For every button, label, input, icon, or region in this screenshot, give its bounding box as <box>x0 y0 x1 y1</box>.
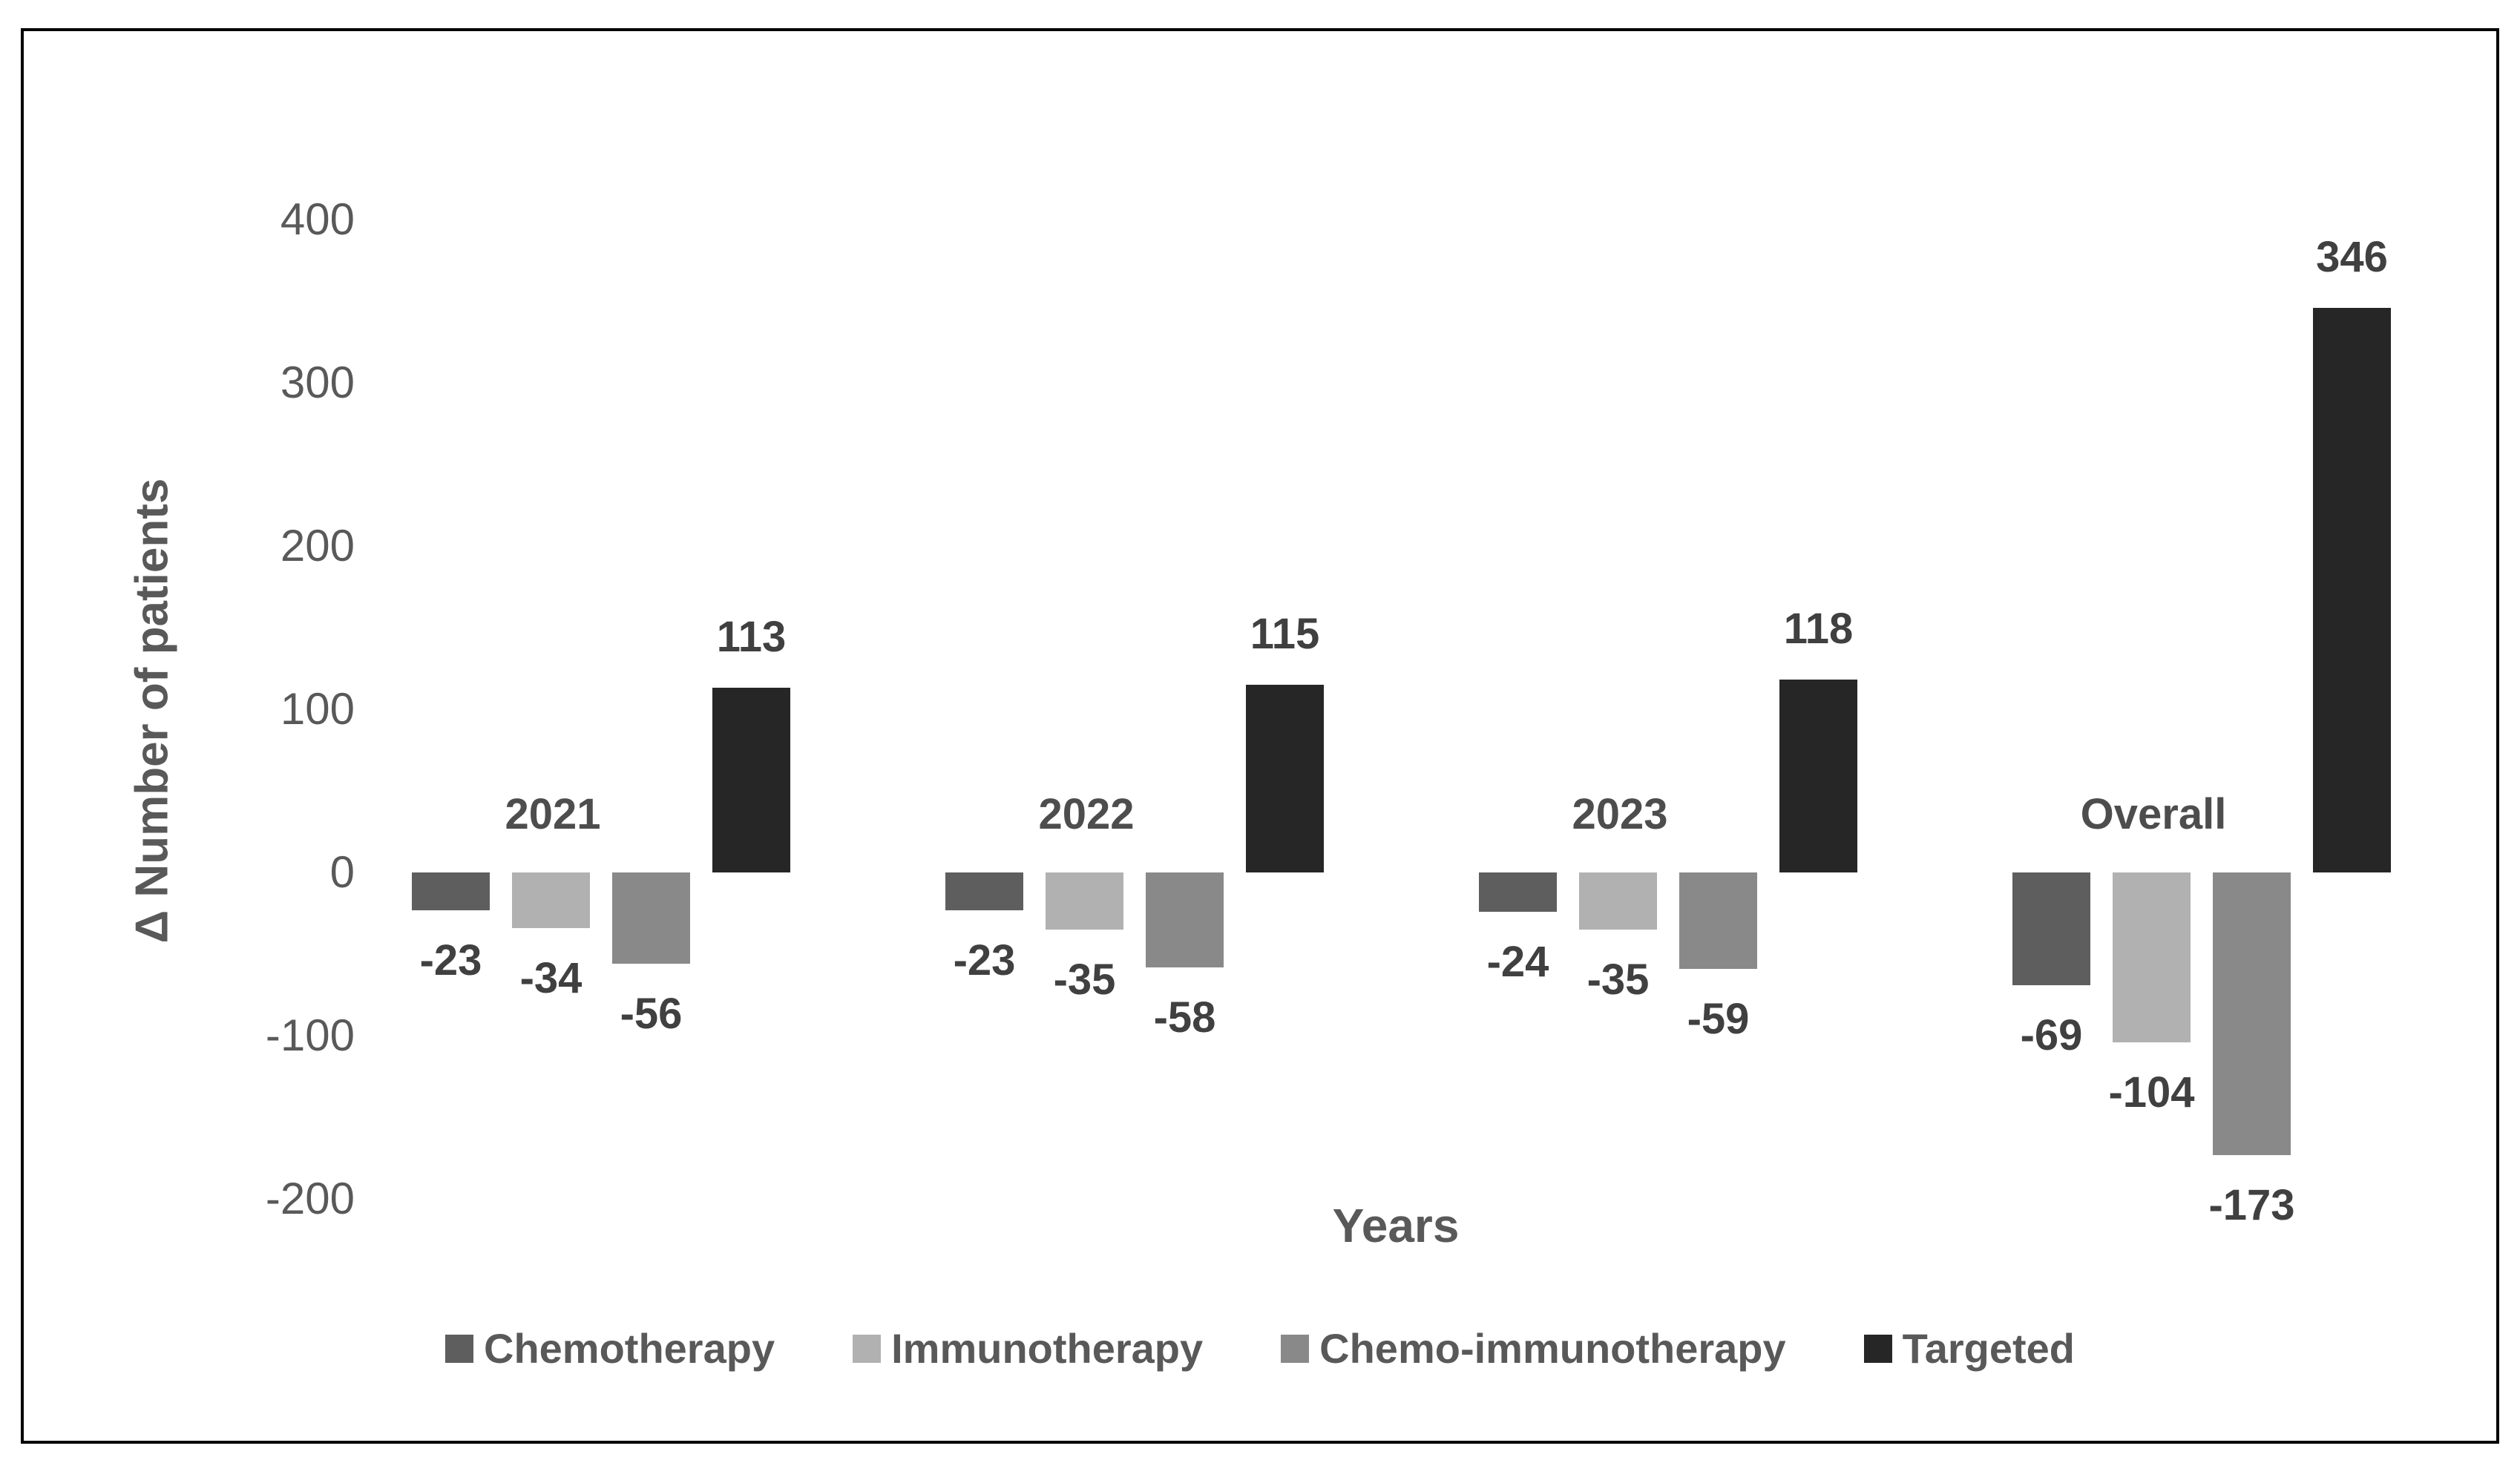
value-label-chemotherapy-2021: -23 <box>419 936 482 984</box>
value-label-targeted-overall: 346 <box>2316 232 2388 281</box>
value-label-immunotherapy-2022: -35 <box>1053 956 1116 1004</box>
legend-item-targeted: Targeted <box>1863 1324 2075 1372</box>
value-label-chemo-immunotherapy-2022: -58 <box>1153 993 1216 1042</box>
figure-border <box>21 28 2499 1444</box>
value-label-targeted-2023: 118 <box>1783 605 1854 654</box>
bar-chemotherapy-2022 <box>945 872 1023 910</box>
bar-immunotherapy-2022 <box>1046 872 1123 930</box>
value-label-immunotherapy-2023: -35 <box>1587 956 1650 1004</box>
bar-immunotherapy-overall <box>2113 872 2191 1042</box>
legend-swatch-chemotherapy <box>445 1334 473 1363</box>
bar-chemo-immunotherapy-2022 <box>1146 872 1224 967</box>
legend-item-immunotherapy: Immunotherapy <box>853 1324 1203 1372</box>
category-label-overall: Overall <box>2080 790 2227 838</box>
legend: Chemotherapy Immunotherapy Chemo-immunothe… <box>0 1324 2520 1372</box>
bar-chemotherapy-overall <box>2012 872 2090 985</box>
value-label-chemo-immunotherapy-2023: -59 <box>1687 994 1750 1043</box>
y-tick-300: 300 <box>280 358 355 407</box>
bar-chemotherapy-2023 <box>1479 872 1557 912</box>
category-label-2023: 2023 <box>1572 790 1668 838</box>
category-label-2022: 2022 <box>1038 790 1135 838</box>
bar-chemo-immunotherapy-2023 <box>1679 872 1757 969</box>
value-label-chemo-immunotherapy-2021: -56 <box>620 990 683 1039</box>
bar-chemotherapy-2021 <box>412 872 490 910</box>
legend-label-targeted: Targeted <box>1902 1325 2075 1372</box>
value-label-chemotherapy-overall: -69 <box>2020 1010 2083 1059</box>
value-label-immunotherapy-2021: -34 <box>519 953 583 1002</box>
legend-item-chemo-immunotherapy: Chemo-immunotherapy <box>1281 1324 1786 1372</box>
legend-swatch-immunotherapy <box>853 1334 882 1363</box>
legend-label-chemotherapy: Chemotherapy <box>484 1325 775 1372</box>
legend-label-immunotherapy: Immunotherapy <box>891 1325 1204 1372</box>
bar-immunotherapy-2021 <box>512 872 590 928</box>
legend-label-chemo-immunotherapy: Chemo-immunotherapy <box>1319 1325 1786 1372</box>
value-label-immunotherapy-overall: -104 <box>2108 1068 2195 1117</box>
y-tick-100: 100 <box>280 684 355 734</box>
bar-chemo-immunotherapy-overall <box>2213 872 2291 1155</box>
y-tick--200: -200 <box>265 1174 355 1223</box>
value-label-chemotherapy-2022: -23 <box>953 936 1016 984</box>
value-label-chemotherapy-2023: -24 <box>1486 937 1549 986</box>
bar-targeted-2022 <box>1246 685 1324 872</box>
bar-targeted-2023 <box>1779 680 1857 872</box>
bar-targeted-overall <box>2313 307 2391 872</box>
bar-targeted-2021 <box>712 688 790 872</box>
x-axis-title: Years <box>1332 1199 1460 1252</box>
legend-swatch-chemo-immunotherapy <box>1281 1334 1310 1363</box>
value-label-targeted-2022: 115 <box>1250 610 1320 658</box>
legend-item-chemotherapy: Chemotherapy <box>445 1324 775 1372</box>
category-label-2021: 2021 <box>505 790 601 838</box>
value-label-targeted-2021: 113 <box>716 613 787 662</box>
y-tick-0: 0 <box>329 847 355 897</box>
bar-chemo-immunotherapy-2021 <box>612 872 690 964</box>
legend-swatch-targeted <box>1863 1334 1892 1363</box>
value-label-chemo-immunotherapy-overall: -173 <box>2208 1180 2295 1229</box>
y-tick-400: 400 <box>280 194 355 244</box>
bar-immunotherapy-2023 <box>1579 872 1657 930</box>
y-tick--100: -100 <box>265 1010 355 1060</box>
y-tick-200: 200 <box>280 521 355 571</box>
